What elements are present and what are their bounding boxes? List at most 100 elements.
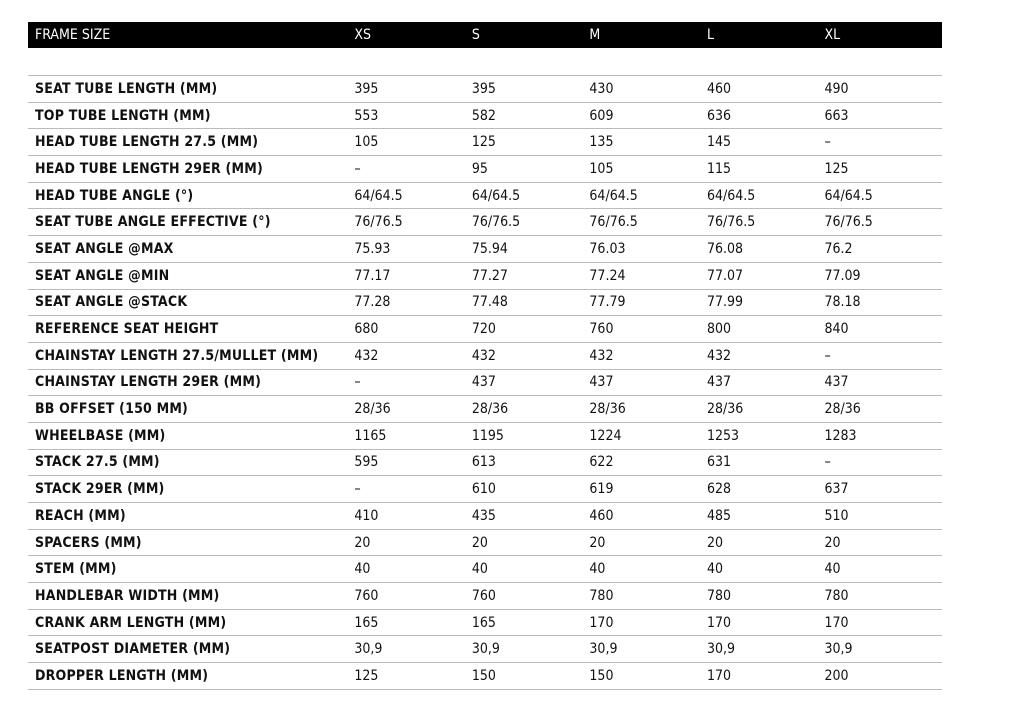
cell-value: 395 (471, 80, 496, 97)
cell-value: 613 (471, 454, 496, 471)
row-label: HEAD TUBE LENGTH 29ER (MM) (35, 160, 263, 177)
cell-value: 200 (824, 667, 849, 684)
row-label: REFERENCE SEAT HEIGHT (35, 321, 219, 338)
row-label: DROPPER LENGTH (MM) (35, 667, 209, 684)
cell-value: 20 (706, 534, 723, 551)
cell-value: 840 (824, 321, 849, 338)
table-row: DROPPER LENGTH (MM) 125 150 150 170 200 (28, 663, 942, 690)
table-row: STACK 27.5 (MM) 595 613 622 631 – (28, 450, 942, 477)
table-row: STEM (MM) 40 40 40 40 40 (28, 556, 942, 584)
row-label: HEAD TUBE LENGTH 27.5 (MM) (35, 134, 259, 151)
cell-value: 30,9 (706, 641, 735, 658)
cell-value: 40 (471, 561, 488, 578)
cell-value: 410 (354, 507, 379, 524)
cell-value: 432 (471, 347, 496, 364)
header-size: XL (824, 27, 841, 43)
header-size: L (706, 27, 714, 43)
cell-value: 64/64.5 (589, 187, 638, 204)
cell-value: 20 (471, 534, 488, 551)
cell-value: 28/36 (471, 401, 509, 418)
row-label: HEAD TUBE ANGLE (°) (35, 187, 194, 204)
table-row: SEATPOST DIAMETER (MM) 30,9 30,9 30,9 30,9 30… (28, 636, 942, 664)
cell-value: 432 (354, 347, 379, 364)
cell-value: 115 (706, 160, 731, 177)
table-body: SEAT TUBE LENGTH (MM) 395 395 430 460 490 TOP … (28, 76, 942, 690)
geometry-table: FRAME SIZE XS S M L XL SEAT TUBE LENGTH … (28, 22, 942, 690)
cell-value: 20 (589, 534, 606, 551)
cell-value: 125 (824, 160, 849, 177)
cell-value: 663 (824, 107, 849, 124)
cell-value: 1165 (354, 427, 387, 444)
cell-value: 150 (471, 667, 496, 684)
cell-value: 780 (589, 587, 614, 604)
spacer-row (28, 48, 942, 76)
cell-value: 135 (589, 134, 614, 151)
cell-value: 165 (471, 614, 496, 631)
cell-value: 490 (824, 80, 849, 97)
cell-value: 77.17 (354, 267, 391, 284)
cell-value: 170 (824, 614, 849, 631)
cell-value: 20 (824, 534, 841, 551)
row-label: CHAINSTAY LENGTH 27.5/MULLET (MM) (35, 347, 319, 364)
cell-value: 637 (824, 481, 849, 498)
cell-value: 170 (706, 614, 731, 631)
row-label: STACK 27.5 (MM) (35, 454, 160, 471)
cell-value: 125 (471, 134, 496, 151)
cell-value: 75.93 (354, 240, 391, 257)
cell-value: 64/64.5 (354, 187, 403, 204)
cell-value: 622 (589, 454, 614, 471)
header-size: M (589, 27, 601, 43)
cell-value: 165 (354, 614, 379, 631)
cell-value: 582 (471, 107, 496, 124)
cell-value: 20 (354, 534, 371, 551)
cell-value: 437 (706, 374, 731, 391)
table-row: REACH (MM) 410 435 460 485 510 (28, 503, 942, 530)
cell-value: 760 (354, 587, 379, 604)
row-label: BB OFFSET (150 MM) (35, 401, 189, 418)
cell-value: 105 (354, 134, 379, 151)
row-label: SEAT TUBE LENGTH (MM) (35, 80, 218, 97)
cell-value: 77.28 (354, 294, 391, 311)
cell-value: 395 (354, 80, 379, 97)
cell-value: 145 (706, 134, 731, 151)
cell-value: 125 (354, 667, 379, 684)
row-label: STEM (MM) (35, 561, 117, 578)
cell-value: 435 (471, 507, 496, 524)
cell-value: 76.2 (824, 240, 853, 257)
table-row: REFERENCE SEAT HEIGHT 680 720 760 800 840 (28, 316, 942, 343)
cell-value: – (354, 374, 361, 391)
cell-value: 628 (706, 481, 731, 498)
row-label: SEAT ANGLE @MIN (35, 267, 170, 284)
cell-value: 437 (471, 374, 496, 391)
row-label: SEAT TUBE ANGLE EFFECTIVE (°) (35, 214, 271, 231)
table-row: TOP TUBE LENGTH (MM) 553 582 609 636 663 (28, 103, 942, 130)
cell-value: 95 (471, 160, 488, 177)
cell-value: 430 (589, 80, 614, 97)
cell-value: 105 (589, 160, 614, 177)
cell-value: 760 (589, 321, 614, 338)
cell-value: 76.08 (706, 240, 743, 257)
row-label: SEAT ANGLE @MAX (35, 240, 174, 257)
cell-value: – (824, 347, 831, 364)
cell-value: 760 (471, 587, 496, 604)
cell-value: 432 (589, 347, 614, 364)
cell-value: 553 (354, 107, 379, 124)
cell-value: 64/64.5 (706, 187, 756, 204)
cell-value: 75.94 (471, 240, 508, 257)
cell-value: 150 (589, 667, 614, 684)
table-row: CHAINSTAY LENGTH 27.5/MULLET (MM) 432 432 4… (28, 343, 942, 370)
cell-value: 76/76.5 (589, 214, 638, 231)
cell-value: 780 (824, 587, 849, 604)
cell-value: – (354, 160, 361, 177)
table-row: SEAT TUBE ANGLE EFFECTIVE (°) 76/76.5 76/7… (28, 209, 942, 237)
row-label: WHEELBASE (MM) (35, 427, 166, 444)
table-row: HEAD TUBE LENGTH 27.5 (MM) 105 125 135 145 – (28, 129, 942, 157)
cell-value: 77.99 (706, 294, 743, 311)
cell-value: 76/76.5 (471, 214, 521, 231)
cell-value: 76.03 (589, 240, 626, 257)
table-row: STACK 29ER (MM) – 610 619 628 637 (28, 476, 942, 503)
cell-value: 76/76.5 (706, 214, 756, 231)
cell-value: 1195 (471, 427, 504, 444)
cell-value: – (354, 481, 361, 498)
cell-value: 437 (824, 374, 849, 391)
